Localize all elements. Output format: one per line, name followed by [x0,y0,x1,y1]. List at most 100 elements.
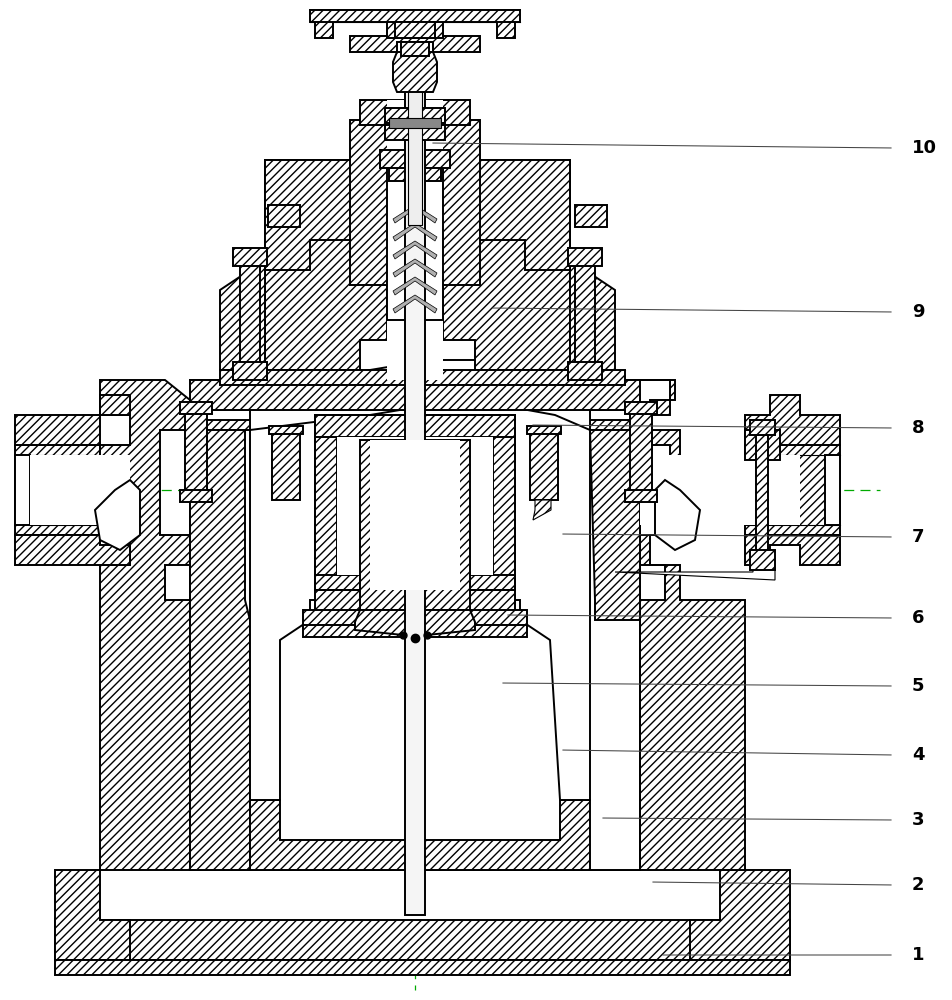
Polygon shape [269,426,303,434]
Text: 6: 6 [912,609,924,627]
Bar [360,440,470,610]
Polygon shape [190,430,250,870]
Bar [530,430,558,500]
Polygon shape [745,445,840,535]
Polygon shape [615,568,775,580]
Bar [303,610,527,628]
Bar [395,22,435,38]
Polygon shape [265,160,387,370]
Bar [825,455,840,525]
Bar [756,435,768,555]
Text: 5: 5 [912,677,924,695]
Bar [750,550,775,570]
Bar [630,408,652,498]
Bar [405,25,425,915]
Polygon shape [265,160,387,270]
Polygon shape [15,445,100,535]
Bar [745,430,780,460]
Bar [401,42,429,56]
Bar [233,248,267,266]
Bar [315,415,515,437]
Polygon shape [533,500,551,520]
Bar [360,100,470,125]
Polygon shape [575,255,595,370]
Text: 7: 7 [912,528,924,546]
Bar [387,100,443,380]
Bar [337,437,493,575]
Polygon shape [15,535,130,565]
Polygon shape [95,480,140,550]
Bar [233,362,267,380]
Bar [370,440,460,590]
Polygon shape [355,610,475,638]
Polygon shape [393,241,437,259]
Bar [30,455,130,525]
Polygon shape [393,223,437,241]
Bar [568,362,602,380]
Bar [180,402,212,414]
Bar [385,108,445,123]
Bar [568,248,602,266]
Bar [350,120,480,285]
Polygon shape [590,430,640,870]
Bar [315,590,515,615]
Bar [310,10,520,22]
Bar [408,25,422,225]
Polygon shape [190,380,640,410]
Polygon shape [100,380,190,870]
Polygon shape [250,800,590,870]
Polygon shape [745,535,840,565]
Bar [185,408,207,498]
Polygon shape [190,360,640,870]
Polygon shape [55,960,790,975]
Bar [750,420,775,435]
Text: 8: 8 [912,419,924,437]
Bar [493,415,515,590]
Bar [385,125,445,140]
Polygon shape [443,160,570,270]
Polygon shape [190,390,640,600]
Polygon shape [443,160,570,370]
Polygon shape [393,277,437,295]
Bar [380,150,450,168]
Polygon shape [15,395,130,445]
Polygon shape [393,259,437,277]
Text: 10: 10 [912,139,937,157]
Polygon shape [220,370,625,385]
Text: 1: 1 [912,946,924,964]
Polygon shape [393,52,437,92]
Bar [625,402,657,414]
Bar [640,455,800,525]
Bar [315,415,515,590]
Polygon shape [250,405,590,800]
Polygon shape [240,255,260,370]
Polygon shape [527,426,561,434]
Text: 4: 4 [912,746,924,764]
Text: 9: 9 [912,303,924,321]
Bar [315,575,515,590]
Bar [575,205,607,227]
Bar [389,163,441,181]
Bar [315,415,337,590]
Bar [268,205,300,227]
Polygon shape [690,870,790,960]
Polygon shape [590,600,640,870]
Polygon shape [393,295,437,313]
Bar [625,490,657,502]
Text: 2: 2 [912,876,924,894]
Bar [15,455,30,525]
Polygon shape [640,380,745,870]
Bar [303,625,527,637]
Polygon shape [655,480,700,550]
Polygon shape [220,260,265,370]
Polygon shape [55,870,130,960]
Polygon shape [393,205,437,223]
Polygon shape [350,36,480,52]
Polygon shape [55,920,790,960]
Bar [272,430,300,500]
Polygon shape [570,260,615,370]
Bar [180,490,212,502]
Bar [389,118,441,128]
Polygon shape [315,10,515,38]
Polygon shape [745,395,840,445]
